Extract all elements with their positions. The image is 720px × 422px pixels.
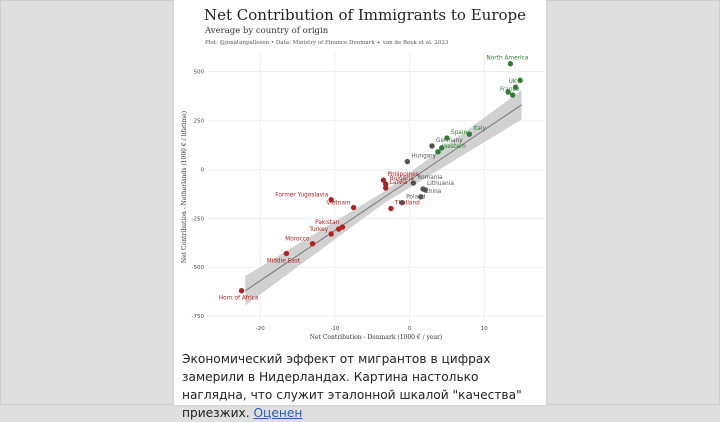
point-label: UK: [509, 79, 517, 85]
point-label: Poland: [406, 195, 426, 201]
post-body: Экономический эффект от мигрантов в цифр…: [182, 352, 522, 420]
data-point: [399, 199, 405, 206]
point-label: Horn of Africa: [219, 296, 259, 302]
data-point: [509, 92, 516, 98]
y-tick-label: 250: [194, 118, 205, 124]
data-point: [328, 197, 334, 203]
chart-subtitle: Average by country of origin: [205, 26, 329, 36]
point-label: Turkey: [308, 227, 328, 233]
data-point: [238, 287, 245, 294]
chart-caption: Plot: @jonatanpallesen • Data: Ministry …: [205, 40, 449, 46]
point-label: Morocco: [285, 237, 310, 243]
data-point: [517, 77, 523, 84]
x-tick-label: -20: [256, 326, 265, 332]
point-label: Philippines: [387, 172, 418, 178]
point-label: Western: [442, 144, 466, 150]
data-point: [439, 145, 445, 151]
point-label: Lithuania: [427, 181, 454, 187]
x-tick-label: 10: [481, 326, 488, 332]
data-point: [466, 131, 473, 137]
point-label: Hungary: [411, 154, 436, 160]
point-label: Germany: [436, 138, 463, 144]
y-tick-label: -250: [192, 216, 205, 222]
trend-line: [245, 104, 522, 292]
chart-title: Net Contribution of Immigrants to Europe: [204, 6, 527, 24]
data-point: [435, 149, 441, 155]
y-axis-label: Net Contribution - Netherlands (1000 € /…: [181, 111, 188, 263]
point-label: Thailand: [394, 201, 420, 207]
data-point: [335, 226, 342, 232]
read-more-link[interactable]: Оценен: [253, 406, 303, 420]
point-label: Spain: [451, 130, 468, 136]
data-point: [388, 205, 394, 212]
point-label: Italy: [473, 126, 486, 132]
data-point: [309, 241, 316, 247]
x-axis-label: Net Contribution - Denmark (1000 € / yea…: [310, 334, 443, 341]
data-point: [383, 181, 389, 187]
point-label: North America: [486, 56, 528, 62]
point-label: Bulgaria: [390, 176, 414, 182]
point-label: Pakistan: [315, 220, 340, 226]
data-point: [507, 61, 514, 67]
data-point: [505, 89, 511, 95]
data-point: [404, 158, 411, 165]
data-point: [422, 187, 428, 193]
point-label: China: [425, 189, 442, 195]
post-card: Net Contribution of Immigrants to Europe…: [174, 0, 546, 420]
data-point: [512, 84, 519, 90]
point-label: Vietnam: [326, 201, 351, 207]
point-label: Middle East: [267, 259, 301, 265]
data-point: [283, 250, 290, 257]
scatter-plot: -20 -10 0 10 -750 -500 -250 0 250 500 Net Contribu…: [181, 52, 544, 341]
y-tick-label: -500: [192, 265, 205, 271]
data-point: [418, 194, 424, 200]
y-tick-label: -750: [192, 314, 205, 320]
data-point: [444, 135, 450, 141]
point-label: Former Yugoslavia: [275, 193, 328, 199]
y-tick-label: 0: [201, 167, 205, 173]
x-tick-label: -10: [330, 326, 339, 332]
data-point: [429, 143, 435, 149]
point-label: France: [500, 87, 520, 93]
data-point: [410, 180, 417, 186]
point-label: Latvia: [390, 180, 408, 186]
data-point: [383, 185, 389, 191]
point-label: Romania: [417, 175, 443, 181]
x-tick-label: 0: [408, 326, 412, 332]
data-point: [350, 204, 357, 211]
y-tick-label: 500: [194, 70, 205, 76]
data-point: [328, 231, 334, 237]
data-point: [380, 177, 387, 183]
post-text: Экономический эффект от мигрантов в цифр…: [182, 350, 542, 422]
